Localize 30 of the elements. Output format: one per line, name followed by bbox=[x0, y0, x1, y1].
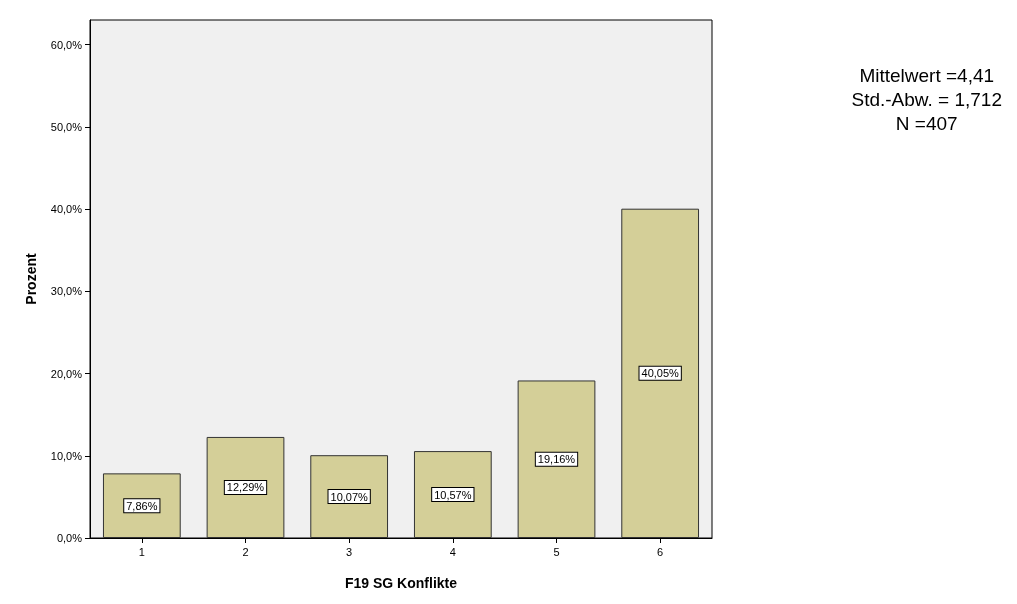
y-tick-label: 50,0% bbox=[50, 120, 83, 133]
bar bbox=[310, 455, 389, 538]
bar bbox=[413, 451, 492, 538]
text: Std.-Abw. = 1,712 bbox=[851, 89, 1002, 110]
y-axis-title: Prozent bbox=[23, 253, 39, 305]
y-tick-label: 0,0% bbox=[56, 532, 83, 544]
y-tick-label: 20,0% bbox=[50, 367, 83, 380]
bar bbox=[621, 208, 700, 538]
x-tick-label: 2 bbox=[242, 545, 249, 558]
y-tick-label: 30,0% bbox=[50, 285, 83, 298]
x-axis-title: F19 SG Konflikte bbox=[344, 575, 458, 591]
x-tick-label: 6 bbox=[657, 545, 664, 558]
text: Mittelwert =4,41 bbox=[859, 65, 995, 86]
x-tick-label: 3 bbox=[346, 545, 353, 558]
y-tick-label: 60,0% bbox=[50, 38, 83, 51]
bar bbox=[517, 380, 596, 538]
x-tick-label: 1 bbox=[138, 545, 145, 558]
y-tick-label: 10,0% bbox=[50, 449, 83, 462]
y-tick-label: 40,0% bbox=[50, 203, 83, 216]
text: N =407 bbox=[895, 113, 958, 134]
data-label: 19,16% bbox=[537, 453, 576, 466]
data-label: 40,05% bbox=[641, 367, 680, 380]
data-label: 12,29% bbox=[226, 481, 265, 494]
data-label: 10,07% bbox=[330, 490, 369, 503]
bar bbox=[206, 436, 285, 538]
data-label: 10,57% bbox=[434, 488, 472, 501]
data-label: 7,86% bbox=[126, 499, 158, 512]
x-tick-label: 5 bbox=[553, 545, 560, 558]
bar bbox=[102, 473, 181, 538]
x-tick-label: 4 bbox=[449, 545, 456, 558]
